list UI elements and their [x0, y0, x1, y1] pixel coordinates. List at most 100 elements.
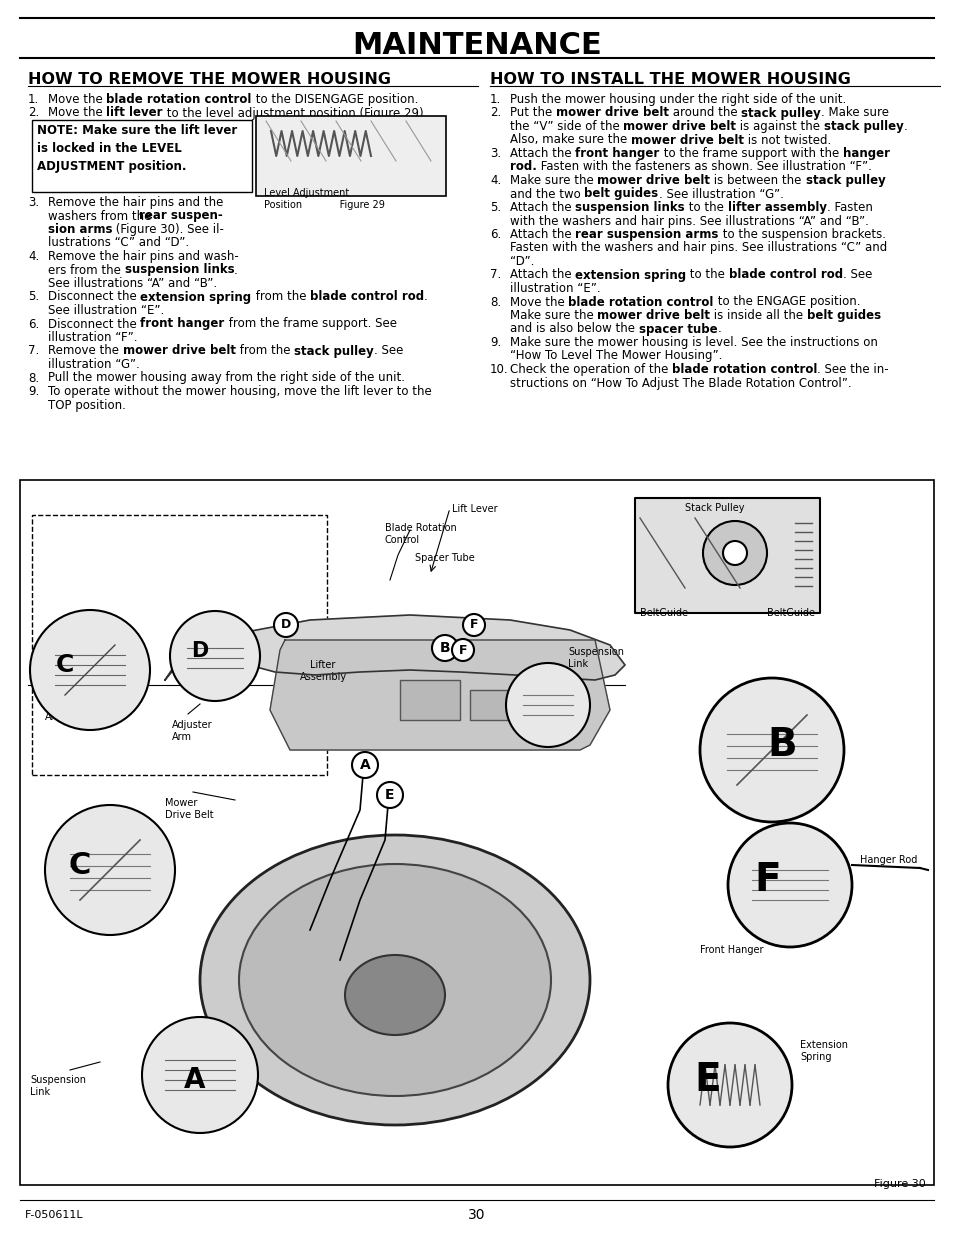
- Text: 7.: 7.: [28, 345, 39, 357]
- Circle shape: [352, 752, 377, 778]
- Circle shape: [452, 638, 474, 661]
- Text: B: B: [439, 641, 450, 655]
- Text: F: F: [469, 619, 477, 631]
- Text: mower drive belt: mower drive belt: [556, 106, 668, 120]
- Text: ers from the: ers from the: [48, 263, 125, 277]
- Text: E: E: [385, 788, 395, 802]
- Text: illustration “F”.: illustration “F”.: [48, 331, 137, 345]
- Text: Make sure the mower housing is level. See the instructions on: Make sure the mower housing is level. Se…: [510, 336, 877, 350]
- Circle shape: [462, 614, 484, 636]
- Text: with the washers and hair pins. See illustrations “A” and “B”.: with the washers and hair pins. See illu…: [510, 215, 868, 227]
- Bar: [470, 690, 510, 720]
- Text: is against the: is against the: [736, 120, 823, 133]
- Text: Pull the mower housing away from the right side of the unit.: Pull the mower housing away from the rig…: [48, 372, 405, 384]
- Text: blade rotation control: blade rotation control: [672, 363, 817, 375]
- Circle shape: [727, 823, 851, 947]
- Text: 8.: 8.: [28, 372, 39, 384]
- Text: BeltGuide: BeltGuide: [766, 608, 814, 618]
- Text: Attach the: Attach the: [510, 268, 575, 282]
- Text: illustration “G”.: illustration “G”.: [48, 358, 139, 370]
- Text: A: A: [359, 758, 370, 772]
- Text: is not twisted.: is not twisted.: [743, 133, 830, 147]
- Text: is inside all the: is inside all the: [710, 309, 806, 322]
- Text: blade rotation control: blade rotation control: [107, 93, 252, 106]
- Text: sion arms: sion arms: [48, 224, 112, 236]
- Bar: [255, 116, 446, 196]
- Text: .: .: [903, 120, 907, 133]
- Circle shape: [432, 635, 457, 661]
- Text: mower drive belt: mower drive belt: [123, 345, 235, 357]
- Circle shape: [274, 613, 297, 637]
- Text: . Make sure: . Make sure: [821, 106, 888, 120]
- Text: 30: 30: [468, 1208, 485, 1221]
- Text: mower drive belt: mower drive belt: [630, 133, 743, 147]
- Text: Move the: Move the: [48, 106, 107, 120]
- Text: Remove the hair pins and the: Remove the hair pins and the: [48, 196, 223, 209]
- Text: Mower
Drive Belt: Mower Drive Belt: [165, 798, 213, 820]
- Text: Remove the hair pins and wash-: Remove the hair pins and wash-: [48, 249, 238, 263]
- Text: 9.: 9.: [490, 336, 500, 350]
- Text: to the suspension brackets.: to the suspension brackets.: [718, 228, 884, 241]
- Text: 2.: 2.: [28, 106, 39, 120]
- Text: 8.: 8.: [490, 295, 500, 309]
- Text: .: .: [234, 263, 237, 277]
- Text: . See the in-: . See the in-: [817, 363, 888, 375]
- Text: mower drive belt: mower drive belt: [623, 120, 736, 133]
- Text: 7.: 7.: [490, 268, 500, 282]
- Text: Suspension
Link: Suspension Link: [567, 647, 623, 669]
- Text: Attach the: Attach the: [510, 228, 575, 241]
- Text: from the frame support. See: from the frame support. See: [225, 317, 396, 331]
- Text: Move the: Move the: [48, 93, 107, 106]
- Text: D: D: [280, 619, 291, 631]
- Text: F-050611L: F-050611L: [25, 1210, 84, 1220]
- Text: (Figure 30). See il-: (Figure 30). See il-: [112, 224, 224, 236]
- Text: Also, make sure the: Also, make sure the: [510, 133, 630, 147]
- Text: Lift Lever: Lift Lever: [452, 504, 497, 514]
- Text: 10.: 10.: [490, 363, 508, 375]
- Text: Disconnect the: Disconnect the: [48, 317, 140, 331]
- Text: See illustration “E”.: See illustration “E”.: [48, 304, 164, 317]
- Text: . Fasten: . Fasten: [825, 201, 872, 214]
- Text: Remove the: Remove the: [48, 345, 123, 357]
- Text: structions on “How To Adjust The Blade Rotation Control”.: structions on “How To Adjust The Blade R…: [510, 377, 851, 389]
- Text: lifter assembly: lifter assembly: [727, 201, 825, 214]
- Text: to the: to the: [684, 201, 727, 214]
- Circle shape: [702, 521, 766, 585]
- Circle shape: [30, 610, 150, 730]
- Text: Attach the: Attach the: [510, 147, 575, 161]
- Text: NOTE: Make sure the lift lever
is locked in the LEVEL
ADJUSTMENT position.: NOTE: Make sure the lift lever is locked…: [37, 124, 237, 173]
- Text: “D”.: “D”.: [510, 254, 534, 268]
- Text: rod.: rod.: [510, 161, 537, 173]
- Text: blade control rod: blade control rod: [310, 290, 423, 304]
- Text: B: B: [766, 726, 796, 764]
- Text: stack pulley: stack pulley: [294, 345, 374, 357]
- Text: 5.: 5.: [28, 290, 39, 304]
- Text: illustration “E”.: illustration “E”.: [510, 282, 600, 295]
- Ellipse shape: [345, 955, 444, 1035]
- Text: Adjuster
Arm: Adjuster Arm: [45, 700, 86, 722]
- Bar: [32, 120, 252, 191]
- Text: suspension links: suspension links: [125, 263, 234, 277]
- Text: 3.: 3.: [28, 196, 39, 209]
- Text: around the: around the: [668, 106, 740, 120]
- Text: to the DISENGAGE position.: to the DISENGAGE position.: [252, 93, 417, 106]
- Bar: [399, 680, 459, 720]
- Text: blade rotation control: blade rotation control: [568, 295, 713, 309]
- Text: . See illustration “G”.: . See illustration “G”.: [658, 188, 782, 200]
- Text: . See: . See: [842, 268, 872, 282]
- Text: rear suspen-: rear suspen-: [139, 210, 222, 222]
- Text: stack pulley: stack pulley: [740, 106, 821, 120]
- Text: extension spring: extension spring: [575, 268, 686, 282]
- Text: HOW TO INSTALL THE MOWER HOUSING: HOW TO INSTALL THE MOWER HOUSING: [490, 72, 850, 86]
- Text: Fasten with the fasteners as shown. See illustration “F”.: Fasten with the fasteners as shown. See …: [537, 161, 871, 173]
- Text: Spacer Tube: Spacer Tube: [415, 553, 475, 563]
- Bar: [20, 480, 933, 1186]
- Text: suspension links: suspension links: [575, 201, 684, 214]
- Text: washers from the: washers from the: [48, 210, 155, 222]
- Text: extension spring: extension spring: [140, 290, 252, 304]
- Circle shape: [505, 663, 589, 747]
- Text: rear suspension arms: rear suspension arms: [575, 228, 718, 241]
- Text: E: E: [694, 1061, 720, 1099]
- Text: . See: . See: [374, 345, 403, 357]
- Text: To operate without the mower housing, move the lift lever to the: To operate without the mower housing, mo…: [48, 385, 432, 398]
